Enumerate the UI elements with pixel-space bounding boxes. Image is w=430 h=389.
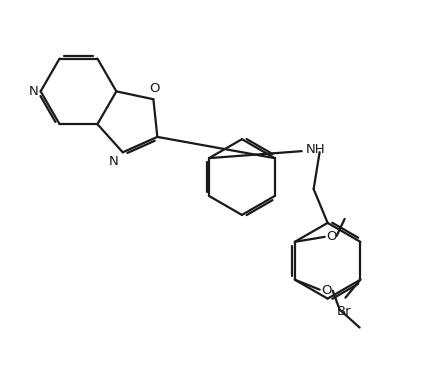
Text: N: N (109, 155, 119, 168)
Text: NH: NH (306, 143, 326, 156)
Text: O: O (322, 284, 332, 297)
Text: O: O (327, 230, 337, 244)
Text: N: N (29, 85, 39, 98)
Text: Br: Br (337, 305, 352, 317)
Text: O: O (149, 82, 160, 95)
